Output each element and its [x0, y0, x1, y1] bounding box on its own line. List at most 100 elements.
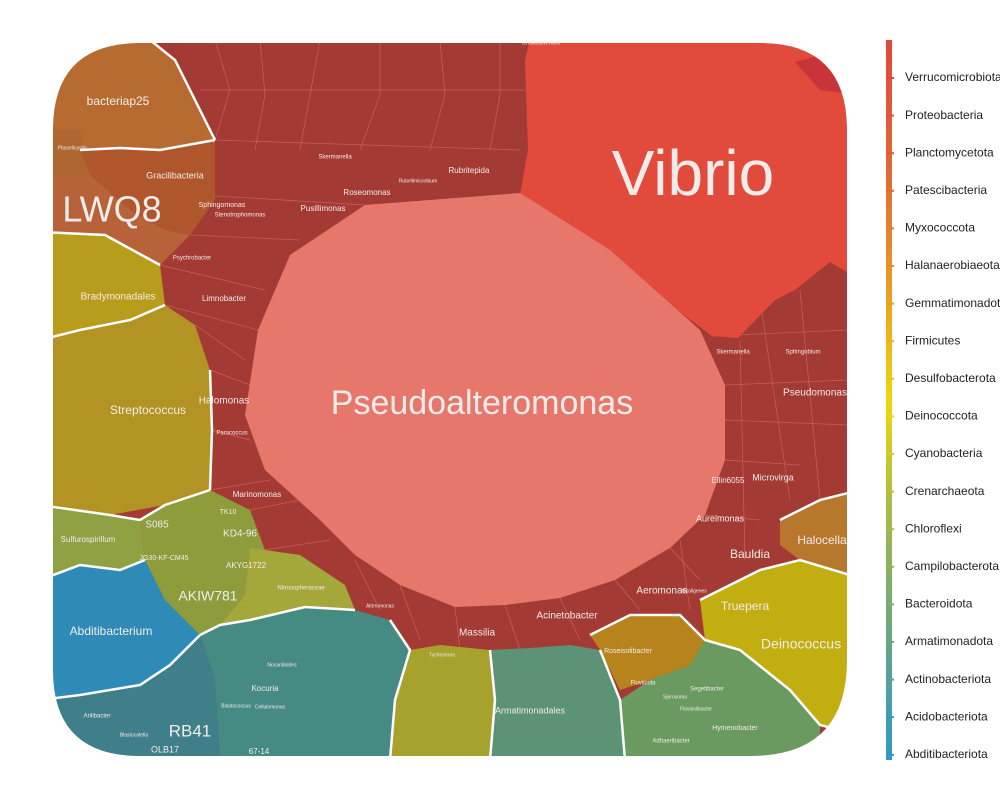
cell-acidobacteriota — [52, 635, 220, 757]
cell-label-11: S085 — [145, 520, 169, 531]
cell-border-8 — [199, 194, 366, 206]
cell-pseudoalteromonas — [245, 193, 725, 607]
cell-label-13: JG30-KF-CM45 — [139, 555, 188, 562]
cell-label-57: Adhaeribacter — [652, 739, 689, 745]
legend-tick-2 — [886, 152, 894, 155]
cell-label-55: Roseisolibacter — [604, 648, 653, 655]
legend-label-0: Verrucomicrobiota — [905, 70, 1000, 84]
cell-label-51: Undibacterium — [522, 41, 561, 47]
legend-label-5: Halanaerobiaeota — [905, 258, 1000, 272]
cell-label-36: Pseudomonas — [783, 388, 847, 399]
cell-border-13 — [209, 369, 251, 386]
legend-tick-1 — [886, 114, 894, 117]
cell-bacteriap25 — [52, 42, 215, 150]
cell-border-12 — [194, 324, 246, 361]
cell-label-62: Tychonema — [429, 652, 455, 658]
cell-chloroflexi — [140, 490, 265, 635]
legend-tick-13 — [886, 565, 894, 568]
cell-label-2: LWQ8 — [62, 189, 161, 230]
cell-border-33 — [679, 539, 691, 611]
legend-label-18: Abditibacteriota — [905, 747, 988, 761]
legend-tick-6 — [886, 302, 894, 305]
cell-label-58: Segetibacter — [690, 687, 724, 693]
legend-label-4: Myxococcota — [905, 221, 975, 235]
legend-label-2: Planctomycetota — [905, 145, 994, 159]
legend-label-8: Desulfobacterota — [905, 371, 996, 385]
cell-label-23: Cellulomonas — [255, 704, 286, 710]
legend-tick-15 — [886, 641, 894, 643]
cell-label-49: Rubellimicrobium — [399, 178, 437, 184]
cell-lwq8 — [52, 175, 190, 265]
phylum-borders — [52, 42, 848, 757]
cell-border-17 — [264, 539, 331, 551]
cell-label-59: Flavisolibacter — [680, 706, 712, 712]
cell-border-27 — [724, 419, 848, 426]
cell-border-18 — [354, 559, 381, 611]
cell-label-14: AKYG1722 — [226, 561, 267, 570]
cell-vibrio — [520, 42, 848, 338]
cell-label-60: Fluviicola — [630, 681, 656, 687]
cell-label-37: Skermanella — [716, 350, 750, 356]
cell-border-11 — [164, 304, 259, 331]
cell-label-1: Vibrio — [612, 137, 774, 209]
treemap-outline — [51, 41, 849, 758]
legend: Verrucomicrobiota Proteobacteria Planctomy… — [886, 40, 1000, 761]
cell-label-0: Pseudoalteromonas — [331, 384, 633, 422]
cell-label-26: Armatimonadales — [495, 705, 566, 715]
legend-label-9: Deinococcota — [905, 409, 978, 423]
cell-label-4: Gracilibacteria — [146, 170, 204, 180]
cell-label-16: Nitrosopheraceae — [277, 586, 325, 592]
legend-tick-0 — [886, 77, 894, 79]
cell-border-16 — [249, 499, 301, 511]
legend-label-10: Cyanobacteria — [905, 446, 983, 460]
cell-border-28 — [724, 379, 848, 386]
cell-truepera — [700, 560, 848, 735]
cell-label-32: Bauldia — [730, 547, 770, 561]
cell-border-20 — [454, 606, 461, 651]
cell-bradymonadales — [52, 232, 165, 340]
cell-label-24: Blastococcus — [221, 703, 251, 709]
cell-border-3 — [359, 42, 381, 151]
cell-label-47: Roseomonas — [343, 188, 390, 197]
legend-label-13: Campilobacterota — [905, 559, 999, 573]
cell-label-43: Psychrobacter — [173, 256, 211, 262]
cell-border-31 — [799, 289, 821, 501]
cell-cyanobacteria — [390, 645, 495, 757]
legend-tick-18 — [886, 753, 894, 756]
cell-border-10 — [159, 264, 266, 291]
cell-label-50: Skermanella — [318, 155, 352, 161]
legend-tick-3 — [886, 189, 894, 192]
legend-label-16: Actinobacteriota — [905, 672, 991, 686]
legend-label-15: Armatimonadota — [905, 634, 993, 648]
cell-label-45: Stenotrophomonas — [215, 213, 266, 219]
cell-actinobacteriota — [200, 607, 410, 757]
cell-label-29: Acinetobacter — [536, 611, 598, 622]
cell-border-30 — [759, 299, 791, 501]
cell-sulfurospirillum — [52, 505, 145, 580]
cell-border-21 — [504, 604, 521, 651]
cell-label-31: Alcaligenes — [681, 588, 707, 594]
cell-bacteroidota — [620, 640, 820, 757]
cell-label-56: Hymenobacter — [712, 725, 758, 732]
legend-label-17: Acidobacteriota — [905, 709, 988, 723]
legend-gradient-bar — [886, 40, 892, 760]
cell-label-48: Rubritepida — [449, 166, 490, 175]
legend-tick-10 — [886, 453, 894, 455]
cell-label-33: Aureimonas — [696, 513, 745, 523]
cell-border-5 — [489, 42, 501, 151]
cell-label-12: KD4-96 — [223, 529, 257, 540]
legend-tick-9 — [886, 415, 894, 418]
cell-border-23 — [614, 579, 641, 611]
cell-label-46: Pusillimonas — [301, 204, 346, 213]
cell-label-6: Bradymonadales — [80, 292, 155, 303]
cell-label-17: RB41 — [169, 721, 212, 740]
cell-label-38: Sphingobium — [785, 350, 820, 356]
cell-label-3: bacteriap25 — [87, 94, 150, 108]
cell-border-7 — [214, 139, 521, 151]
legend-label-12: Chloroflexi — [905, 521, 962, 535]
cell-label-34: Ellin6055 — [712, 476, 745, 485]
cell-border-22 — [559, 597, 581, 641]
cell-label-61: Spirosoma — [663, 694, 687, 700]
cell-gracilibacteria — [80, 140, 215, 235]
